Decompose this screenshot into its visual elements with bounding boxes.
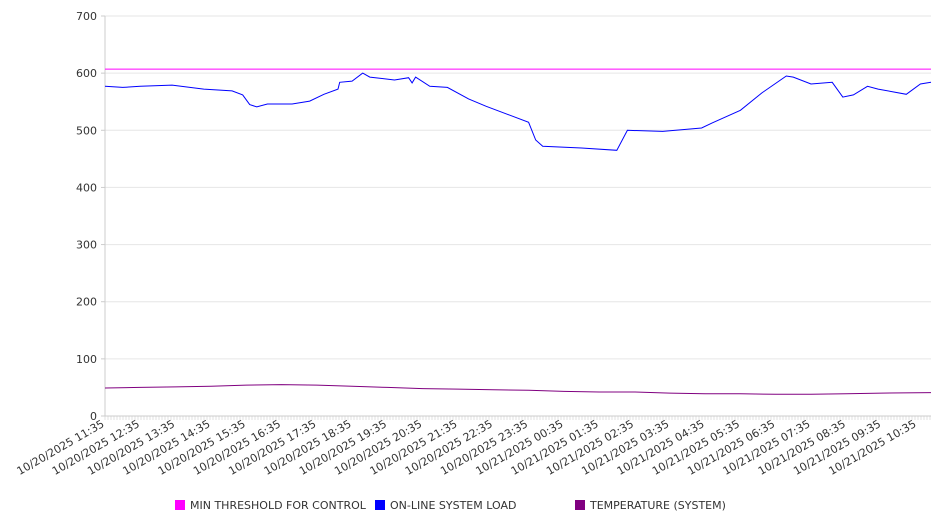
series-line-1 [104,72,932,151]
legend-label: ON-LINE SYSTEM LOAD [390,499,516,512]
y-tick-label: 0 [90,410,97,423]
legend: MIN THRESHOLD FOR CONTROL ON-LINE SYSTEM … [175,499,726,512]
y-axis: 0 100 200 300 400 500 600 700 [76,10,106,423]
y-tick-label: 400 [76,181,97,194]
y-tick-label: 600 [76,67,97,80]
legend-swatch [375,500,385,510]
y-tick-label: 100 [76,353,97,366]
y-tick-label: 300 [76,239,97,252]
y-tick-label: 200 [76,296,97,309]
legend-swatch [175,500,185,510]
legend-swatch [575,500,585,510]
series-line-2 [104,384,932,395]
legend-label: TEMPERATURE (SYSTEM) [589,499,726,512]
legend-label: MIN THRESHOLD FOR CONTROL [190,499,367,512]
grid [105,15,931,360]
y-tick-label: 700 [76,10,97,23]
y-tick-label: 500 [76,124,97,137]
series-lines [104,68,932,395]
